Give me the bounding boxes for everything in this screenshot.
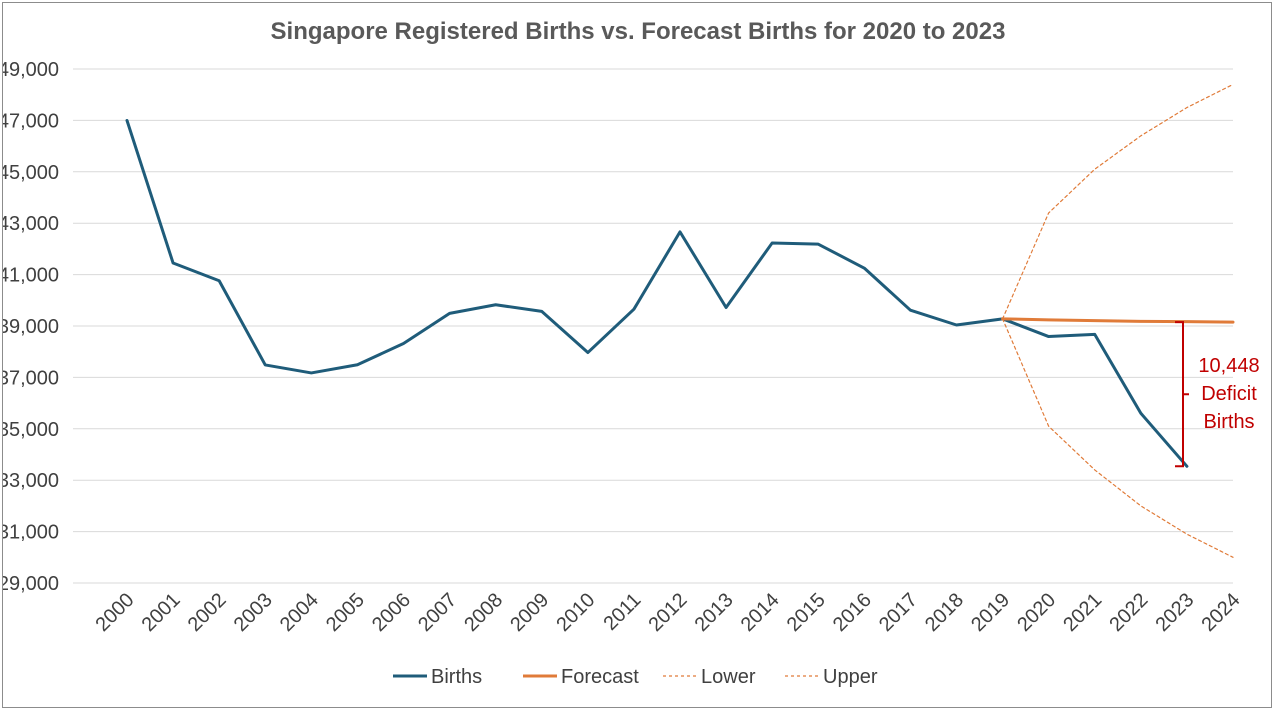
y-tick-label: 33,000 (3, 470, 59, 492)
legend-label-lower: Lower (701, 666, 756, 688)
x-tick-label: 2014 (737, 589, 784, 636)
legend-label-forecast: Forecast (561, 666, 639, 688)
series-lines (125, 83, 1235, 558)
x-tick-label: 2024 (1198, 589, 1245, 636)
annotation-text: Deficit (1201, 383, 1257, 405)
y-tick-label: 49,000 (3, 59, 59, 81)
series-line-births (125, 118, 1189, 468)
x-tick-label: 2021 (1059, 589, 1106, 636)
x-axis-ticks: 2000 2001 2002 2003 2004 2005 2006 2007 2008 2009… (92, 589, 1245, 636)
deficit-bracket (1175, 321, 1189, 468)
chart-title: Singapore Registered Births vs. Forecast… (271, 18, 1006, 45)
x-tick-label: 2012 (645, 589, 692, 636)
y-tick-label: 35,000 (3, 419, 59, 441)
annotation-text: Births (1203, 411, 1254, 433)
series-line-forecast (1001, 317, 1235, 324)
x-tick-label: 2006 (368, 589, 415, 636)
y-axis-ticks: 29,000 31,000 33,000 35,000 37,000 39,000 41,0… (3, 59, 59, 595)
annotation-text: 10,448 (1198, 355, 1259, 377)
y-tick-label: 47,000 (3, 110, 59, 132)
legend-label-upper: Upper (823, 666, 878, 688)
y-tick-label: 39,000 (3, 316, 59, 338)
x-tick-label: 2007 (414, 589, 461, 636)
x-tick-label: 2003 (230, 589, 277, 636)
x-tick-label: 2023 (1151, 589, 1198, 636)
x-tick-label: 2015 (783, 589, 830, 636)
x-tick-label: 2005 (322, 589, 369, 636)
x-tick-label: 2020 (1013, 589, 1060, 636)
x-tick-label: 2009 (506, 589, 553, 636)
x-tick-label: 2002 (184, 589, 231, 636)
series-line-upper (1001, 83, 1234, 320)
y-tick-label: 45,000 (3, 162, 59, 184)
x-tick-label: 2008 (460, 589, 507, 636)
x-tick-label: 2001 (138, 589, 185, 636)
x-tick-label: 2016 (829, 589, 876, 636)
gridlines (73, 68, 1233, 584)
series-line-lower (1001, 318, 1234, 558)
x-tick-label: 2022 (1105, 589, 1152, 636)
x-tick-label: 2000 (92, 589, 139, 636)
deficit-annotation: 10,448 Deficit Births (1175, 321, 1260, 468)
line-chart: Singapore Registered Births vs. Forecast… (3, 18, 1260, 688)
y-tick-label: 41,000 (3, 265, 59, 287)
chart-frame: Singapore Registered Births vs. Forecast… (2, 2, 1272, 708)
x-tick-label: 2018 (921, 589, 968, 636)
x-tick-label: 2013 (691, 589, 738, 636)
x-tick-label: 2004 (276, 589, 323, 636)
y-tick-label: 31,000 (3, 522, 59, 544)
x-tick-label: 2019 (967, 589, 1014, 636)
legend: Births Forecast Lower Upper (393, 666, 878, 688)
x-tick-label: 2010 (552, 589, 599, 636)
x-tick-label: 2017 (875, 589, 922, 636)
x-tick-label: 2011 (599, 589, 645, 635)
legend-label-births: Births (431, 666, 482, 688)
y-tick-label: 29,000 (3, 573, 59, 595)
y-tick-label: 43,000 (3, 213, 59, 235)
y-tick-label: 37,000 (3, 367, 59, 389)
